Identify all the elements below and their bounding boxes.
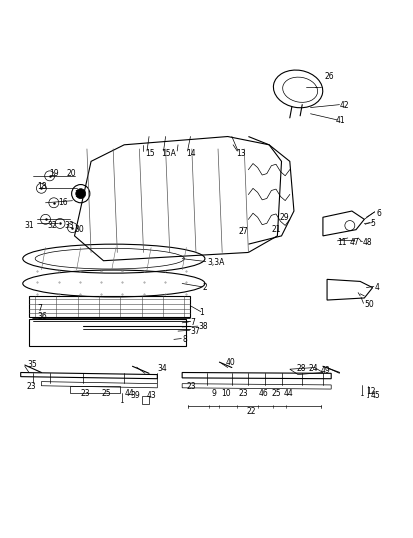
Text: 23: 23	[81, 388, 90, 398]
Text: 1: 1	[198, 308, 203, 317]
Text: 40: 40	[225, 358, 235, 367]
Text: 26: 26	[324, 72, 334, 81]
Text: 18: 18	[37, 182, 47, 190]
Text: 23: 23	[237, 388, 247, 398]
Text: 6: 6	[376, 209, 381, 217]
Circle shape	[76, 189, 85, 199]
Text: 34: 34	[157, 364, 167, 373]
Text: 38: 38	[198, 322, 208, 331]
Text: 2: 2	[202, 283, 207, 292]
Text: 47: 47	[349, 238, 359, 246]
Text: 20: 20	[66, 169, 76, 178]
Text: 4: 4	[374, 283, 379, 292]
Text: 41: 41	[335, 116, 344, 125]
Text: 12: 12	[366, 387, 375, 395]
Text: 37: 37	[190, 327, 200, 336]
Text: 9: 9	[211, 388, 216, 398]
Text: 28: 28	[295, 364, 305, 373]
Text: 15A: 15A	[161, 148, 176, 158]
Text: 25: 25	[271, 388, 280, 398]
Text: 11: 11	[337, 238, 346, 246]
Text: 8: 8	[182, 335, 186, 344]
Text: 44: 44	[283, 388, 293, 398]
Text: 13: 13	[235, 148, 245, 158]
Text: 29: 29	[279, 213, 288, 222]
Text: 48: 48	[361, 238, 371, 246]
Text: 25: 25	[101, 388, 111, 398]
Text: 32: 32	[47, 221, 57, 230]
Text: 23: 23	[27, 383, 36, 392]
Text: 46: 46	[258, 388, 268, 398]
Text: 45: 45	[370, 391, 380, 400]
Text: 42: 42	[339, 101, 348, 110]
Text: 16: 16	[58, 199, 67, 207]
Text: 49: 49	[320, 366, 330, 375]
Text: 7: 7	[37, 304, 42, 313]
Text: 43: 43	[147, 391, 157, 400]
Text: 31: 31	[25, 221, 34, 230]
Text: 21: 21	[271, 225, 280, 234]
Text: 44: 44	[124, 388, 134, 398]
Text: 14: 14	[186, 148, 195, 158]
Text: 19: 19	[50, 169, 59, 178]
Text: 24: 24	[308, 364, 317, 373]
Text: 5: 5	[370, 219, 375, 228]
Text: 36: 36	[37, 312, 47, 321]
Text: 15: 15	[145, 148, 154, 158]
Text: 30: 30	[74, 225, 84, 234]
Text: 27: 27	[237, 227, 247, 236]
Text: 33: 33	[64, 221, 74, 230]
Text: 35: 35	[27, 360, 37, 369]
Text: 17: 17	[74, 190, 84, 199]
Text: 39: 39	[130, 391, 140, 400]
Text: 22: 22	[246, 407, 255, 416]
Text: 23: 23	[186, 383, 195, 392]
Text: 3,3A: 3,3A	[206, 258, 224, 267]
Text: 10: 10	[221, 388, 230, 398]
Text: 7: 7	[190, 318, 195, 327]
Text: 50: 50	[363, 300, 373, 309]
